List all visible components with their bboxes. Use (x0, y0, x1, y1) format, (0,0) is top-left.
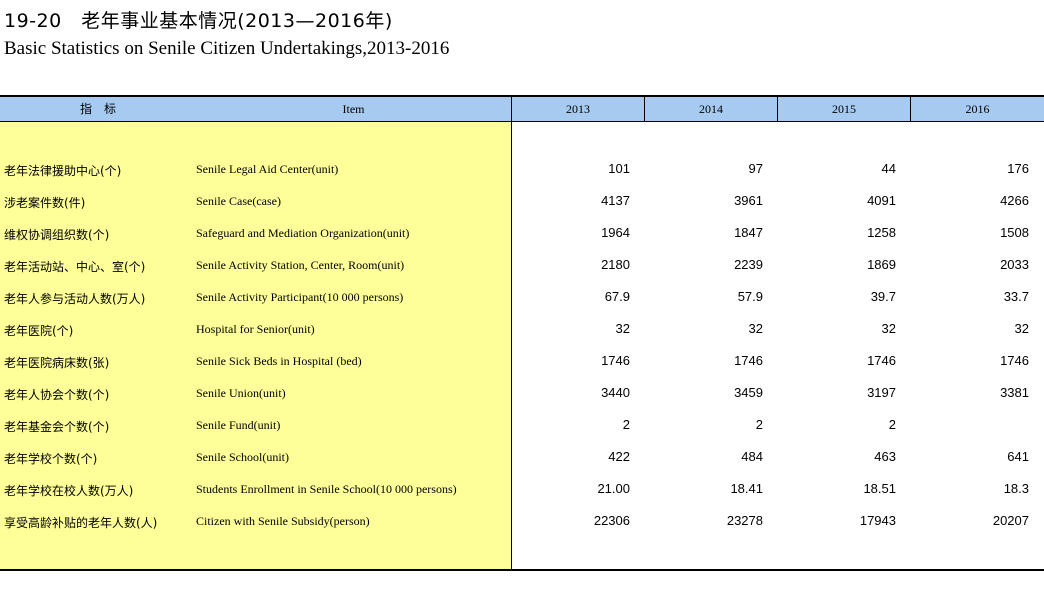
row-label-cn: 老年法律援助中心(个) (4, 164, 122, 178)
cell-2015: 1869 (867, 257, 896, 272)
cell-2014: 3459 (734, 385, 763, 400)
row-label-en: Senile School(unit) (196, 450, 289, 464)
table-row: 老年学校个数(个) Senile School(unit) 422 484 46… (0, 443, 1044, 475)
table-row: 老年医院病床数(张) Senile Sick Beds in Hospital … (0, 347, 1044, 379)
cell-2016: 4266 (1000, 193, 1029, 208)
cell-2013: 101 (608, 161, 630, 176)
table-row: 涉老案件数(件) Senile Case(case) 4137 3961 409… (0, 187, 1044, 219)
row-label-en: Senile Legal Aid Center(unit) (196, 162, 339, 176)
header-divider (511, 97, 512, 121)
table-row: 享受高龄补贴的老年人数(人) Citizen with Senile Subsi… (0, 507, 1044, 539)
row-label-cn: 老年学校个数(个) (4, 452, 98, 466)
row-label-en: Citizen with Senile Subsidy(person) (196, 514, 370, 528)
cell-2015: 39.7 (870, 289, 896, 304)
header-year-2016: 2016 (965, 102, 990, 116)
row-label-en: Senile Activity Station, Center, Room(un… (196, 258, 405, 272)
table-title-chinese: 19-20 老年事业基本情况(2013—2016年) (4, 10, 393, 32)
row-label-cn: 老年医院病床数(张) (4, 356, 110, 370)
cell-2016: 32 (1014, 321, 1029, 336)
cell-2015: 1746 (867, 353, 896, 368)
cell-2013: 1964 (601, 225, 630, 240)
header-divider (644, 97, 645, 121)
cell-2016: 2033 (1000, 257, 1029, 272)
cell-2014: 23278 (726, 513, 763, 528)
row-label-cn: 老年人参与活动人数(万人) (4, 292, 146, 306)
cell-2015: 18.51 (863, 481, 896, 496)
table-row: 老年基金会个数(个) Senile Fund(unit) 2 2 2 (0, 411, 1044, 443)
header-item: Item (342, 102, 365, 116)
cell-2016: 33.7 (1003, 289, 1029, 304)
row-label-cn: 老年基金会个数(个) (4, 420, 110, 434)
cell-2015: 463 (874, 449, 896, 464)
cell-2015: 2 (888, 417, 896, 432)
cell-2013: 67.9 (604, 289, 630, 304)
row-label-cn: 老年活动站、中心、室(个) (4, 260, 146, 274)
cell-2013: 1746 (601, 353, 630, 368)
cell-2014: 32 (748, 321, 763, 336)
cell-2016: 18.3 (1003, 481, 1029, 496)
cell-2016: 176 (1007, 161, 1029, 176)
cell-2015: 1258 (867, 225, 896, 240)
cell-2016: 1508 (1000, 225, 1029, 240)
cell-2015: 44 (881, 161, 896, 176)
header-divider (910, 97, 911, 121)
row-label-cn: 享受高龄补贴的老年人数(人) (4, 516, 158, 530)
cell-2013: 2180 (601, 257, 630, 272)
cell-2015: 3197 (867, 385, 896, 400)
cell-2013: 22306 (593, 513, 630, 528)
table-row: 维权协调组织数(个) Safeguard and Mediation Organ… (0, 219, 1044, 251)
cell-2014: 484 (741, 449, 763, 464)
row-label-en: Senile Fund(unit) (196, 418, 281, 432)
cell-2014: 3961 (734, 193, 763, 208)
cell-2016: 641 (1007, 449, 1029, 464)
row-label-cn: 涉老案件数(件) (4, 196, 86, 210)
row-label-en: Senile Union(unit) (196, 386, 286, 400)
table-row: 老年法律援助中心(个) Senile Legal Aid Center(unit… (0, 155, 1044, 187)
row-label-en: Senile Sick Beds in Hospital (bed) (196, 354, 362, 368)
table-header: 指 标 Item 2013 2014 2015 2016 (0, 95, 1044, 122)
cell-2016: 1746 (1000, 353, 1029, 368)
cell-2013: 21.00 (597, 481, 630, 496)
cell-2013: 32 (615, 321, 630, 336)
cell-2014: 1746 (734, 353, 763, 368)
header-year-2013: 2013 (566, 102, 590, 116)
cell-2015: 4091 (867, 193, 896, 208)
cell-2016: 3381 (1000, 385, 1029, 400)
cell-2014: 1847 (734, 225, 763, 240)
table-row: 老年活动站、中心、室(个) Senile Activity Station, C… (0, 251, 1044, 283)
column-divider (511, 122, 512, 570)
row-label-cn: 老年医院(个) (4, 324, 74, 338)
table-row: 老年人参与活动人数(万人) Senile Activity Participan… (0, 283, 1044, 315)
cell-2013: 2 (622, 417, 630, 432)
item-column-background (0, 122, 511, 570)
header-year-2015: 2015 (832, 102, 856, 116)
row-label-en: Senile Activity Participant(10 000 perso… (196, 290, 404, 304)
row-label-cn: 维权协调组织数(个) (4, 228, 110, 242)
header-indicator: 指 标 (79, 102, 116, 116)
cell-2013: 4137 (601, 193, 630, 208)
row-label-en: Senile Case(case) (196, 194, 281, 208)
row-label-en: Hospital for Senior(unit) (196, 322, 315, 336)
table-title-english: Basic Statistics on Senile Citizen Under… (4, 38, 450, 59)
cell-2015: 32 (881, 321, 896, 336)
row-label-cn: 老年人协会个数(个) (4, 388, 110, 402)
cell-2014: 2239 (734, 257, 763, 272)
cell-2013: 422 (608, 449, 630, 464)
table-bottom-rule (0, 569, 1044, 571)
cell-2014: 57.9 (737, 289, 763, 304)
cell-2015: 17943 (859, 513, 896, 528)
header-year-2014: 2014 (699, 102, 723, 116)
row-label-cn: 老年学校在校人数(万人) (4, 484, 134, 498)
table-row: 老年学校在校人数(万人) Students Enrollment in Seni… (0, 475, 1044, 507)
cell-2014: 2 (755, 417, 763, 432)
cell-2016: 20207 (992, 513, 1029, 528)
cell-2014: 97 (748, 161, 763, 176)
row-label-en: Students Enrollment in Senile School(10 … (196, 482, 457, 496)
table-row: 老年人协会个数(个) Senile Union(unit) 3440 3459 … (0, 379, 1044, 411)
cell-2013: 3440 (601, 385, 630, 400)
cell-2014: 18.41 (730, 481, 763, 496)
header-divider (777, 97, 778, 121)
table-row: 老年医院(个) Hospital for Senior(unit) 32 32 … (0, 315, 1044, 347)
row-label-en: Safeguard and Mediation Organization(uni… (196, 226, 410, 240)
